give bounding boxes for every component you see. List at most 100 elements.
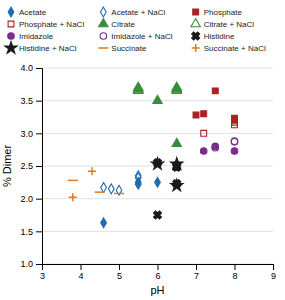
point	[88, 167, 96, 175]
series	[134, 84, 182, 93]
tick-mark	[273, 264, 274, 270]
tick: 3.0	[20, 129, 42, 139]
point	[151, 157, 163, 169]
x-axis: 3 4 5 6 7 8 9	[40, 264, 276, 281]
point	[153, 95, 162, 103]
point	[193, 112, 199, 118]
tick: 7	[194, 264, 199, 281]
point	[151, 209, 163, 221]
point	[201, 111, 207, 117]
legend-item: Citrate	[99, 19, 136, 29]
series	[134, 82, 182, 146]
tick-label: 2.0	[20, 194, 33, 204]
y-axis-title: % Dimer	[1, 145, 13, 188]
grid	[42, 68, 273, 264]
axis-line	[43, 265, 274, 271]
tick: 1.5	[20, 227, 42, 237]
tick: 3.5	[20, 96, 42, 106]
legend-label: Imidazole + NaCl	[111, 32, 172, 41]
series	[151, 158, 183, 191]
legend-label: Acetate + NaCl	[111, 8, 165, 17]
grid-line	[42, 231, 273, 232]
legend-swatch	[8, 7, 14, 17]
tick: 2.0	[20, 194, 42, 204]
point	[212, 144, 219, 151]
y-axis: 1.0 1.5 2.0 2.5 3.0 3.5 4.0	[20, 63, 42, 269]
point	[68, 180, 78, 182]
legend-item: Phosphate + NaCl	[8, 20, 84, 29]
tick: 4	[78, 264, 83, 281]
tick-label: 5	[117, 271, 122, 281]
legend-item: Imidazole + NaCl	[100, 32, 173, 41]
tick-label: 3.0	[20, 129, 33, 139]
legend-swatch	[98, 47, 108, 49]
tick: 8	[232, 264, 237, 281]
series	[101, 177, 161, 227]
tick-mark	[196, 264, 197, 270]
tick-mark	[36, 264, 42, 265]
legend-swatch	[191, 19, 200, 27]
tick-label: 3	[40, 271, 45, 281]
tick: 9	[271, 264, 276, 281]
legend-swatch	[5, 41, 17, 53]
legend-swatch	[100, 7, 106, 17]
tick-label: 1.0	[20, 259, 33, 269]
legend-item: Histidine + NaCl	[5, 41, 77, 53]
series	[68, 180, 124, 193]
point	[114, 193, 124, 195]
series	[151, 157, 182, 221]
chart: 34567891.01.52.02.53.03.54.0pH% DimerAce…	[0, 0, 285, 300]
tick-label: 6	[155, 271, 160, 281]
tick: 4.0	[20, 63, 42, 73]
tick-mark	[36, 68, 42, 69]
tick-mark	[36, 199, 42, 200]
tick-mark	[36, 133, 42, 134]
legend-item: Succinate + NaCl	[192, 44, 266, 53]
tick: 1.0	[20, 259, 42, 269]
point	[201, 130, 207, 136]
grid-line	[42, 68, 273, 69]
point	[134, 84, 143, 92]
legend-label: Acetate	[19, 8, 47, 17]
legend-swatch	[100, 33, 107, 40]
legend-item: Phosphate	[193, 8, 243, 17]
legend-swatch	[193, 9, 199, 15]
tick-label: 4	[78, 271, 83, 281]
point	[101, 218, 107, 228]
legend-swatch	[8, 21, 14, 27]
tick-mark	[158, 264, 159, 270]
legend-label: Citrate + NaCl	[204, 20, 255, 29]
point	[200, 148, 207, 155]
point	[155, 177, 161, 187]
series	[212, 138, 238, 151]
plot: 3 4 5 6 7 8 9 1.0 1.5 2.0 2.5 3.0 3.5 4.0	[20, 63, 276, 281]
point	[151, 158, 163, 170]
point	[171, 179, 183, 191]
tick-label: 2.5	[20, 161, 33, 171]
legend-swatch	[8, 33, 15, 40]
tick-label: 4.0	[20, 63, 33, 73]
point	[172, 138, 181, 146]
legend: Acetate Acetate + NaCl Phosphate Phosphate …	[5, 7, 266, 53]
point	[212, 88, 218, 94]
legend-swatch	[190, 30, 202, 42]
series	[101, 171, 141, 195]
legend-label: Phosphate + NaCl	[19, 20, 84, 29]
tick: 2.5	[20, 161, 42, 171]
grid-line	[42, 198, 273, 199]
legend-label: Imidazole	[19, 32, 54, 41]
point	[231, 138, 238, 145]
legend-item: Citrate + NaCl	[191, 19, 254, 29]
point	[231, 148, 238, 155]
point	[231, 139, 238, 146]
axis-line	[36, 69, 43, 265]
tick-mark	[36, 166, 42, 167]
legend-label: Succinate + NaCl	[204, 44, 266, 53]
legend-item: Acetate + NaCl	[100, 7, 165, 17]
tick: 5	[117, 264, 122, 281]
point	[101, 183, 107, 193]
point	[171, 158, 183, 170]
point	[135, 173, 141, 183]
legend-item: Imidazole	[8, 32, 54, 41]
point	[69, 193, 77, 201]
